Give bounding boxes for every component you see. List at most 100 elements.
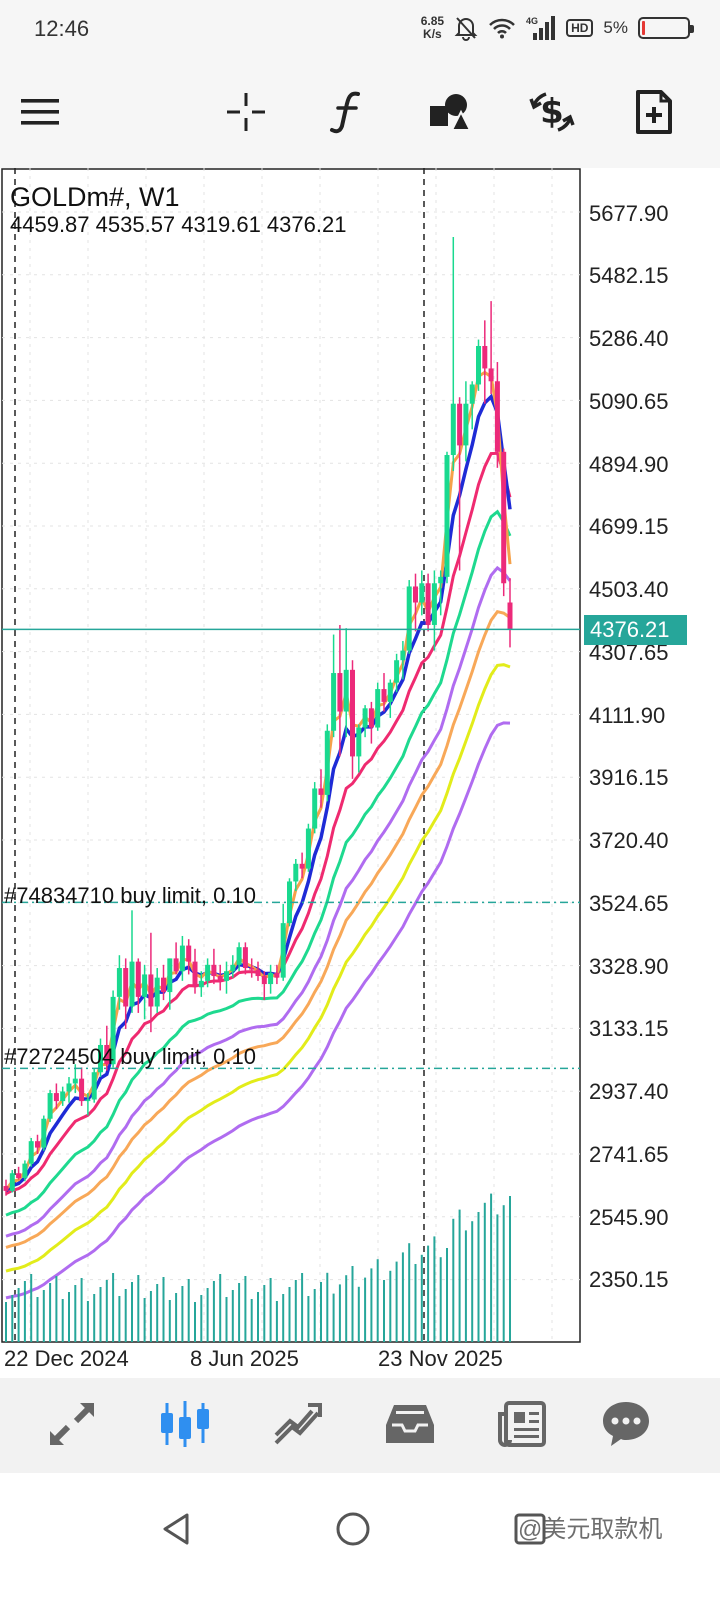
indicators-icon [330, 91, 360, 134]
candle-bull [167, 958, 173, 993]
chart-toolbar: $ [0, 56, 720, 168]
volume-bar [118, 1296, 121, 1342]
candle-bull [387, 682, 393, 702]
candle-bull [394, 660, 400, 683]
status-bar: 12:46 6.85 K/s 4G HD 5% [0, 0, 720, 56]
crosshair-button[interactable] [218, 84, 274, 140]
trade-button[interactable]: $ [524, 84, 580, 140]
back-button[interactable] [148, 1501, 204, 1557]
volume-bar [156, 1284, 159, 1342]
price-chart[interactable] [0, 168, 720, 1378]
indicators-button[interactable] [320, 84, 376, 140]
candle-bear [318, 788, 324, 795]
order-label-1[interactable]: #74834710 buy limit, 0.10 [4, 883, 256, 908]
volume-bar [433, 1236, 436, 1342]
volume-bar [477, 1212, 480, 1342]
volume-bar [509, 1196, 511, 1342]
volume-bar [137, 1275, 140, 1342]
volume-bar [17, 1288, 20, 1342]
volume-bar [408, 1243, 411, 1342]
volume-bar [181, 1286, 184, 1342]
candle-bear [299, 863, 305, 869]
volume-bar [502, 1205, 505, 1342]
volume-bar [446, 1248, 448, 1342]
volume-bar [464, 1230, 467, 1342]
candle-bull [142, 974, 148, 997]
volume-bar [93, 1294, 96, 1342]
candle-bull [22, 1163, 28, 1179]
nav-history[interactable] [378, 1394, 442, 1454]
candle-bear [274, 972, 280, 978]
new-order-button[interactable] [626, 84, 682, 140]
volume-bar [458, 1209, 461, 1342]
nav-trade[interactable] [265, 1394, 329, 1454]
candle-bull [85, 1099, 91, 1102]
volume-bar [23, 1281, 26, 1342]
candle-bull [268, 972, 274, 985]
objects-button[interactable] [422, 84, 478, 140]
home-icon [336, 1512, 370, 1546]
volume-bar [320, 1282, 322, 1342]
candle-bull [9, 1173, 15, 1191]
net-speed-value: 6.85 [420, 14, 445, 28]
chart-area[interactable]: GOLDm#, W1 4459.87 4535.57 4319.61 4376.… [0, 168, 720, 1378]
volume-bar [112, 1273, 115, 1342]
volume-bar [219, 1274, 222, 1342]
volume-bar [288, 1287, 291, 1342]
candle-bull [444, 455, 450, 577]
messages-icon [603, 1402, 649, 1446]
candle-bull [72, 1078, 78, 1084]
battery-percent: 5% [603, 18, 628, 37]
nav-messages[interactable] [594, 1394, 658, 1454]
home-button[interactable] [325, 1501, 381, 1557]
objects-icon [430, 94, 472, 131]
candle-bull [47, 1093, 53, 1119]
date-tick: 23 Nov 2025 [378, 1346, 503, 1371]
candle-bull [438, 576, 444, 584]
volume-bar [238, 1283, 241, 1342]
volume-bar [86, 1301, 89, 1342]
nav-chart[interactable] [153, 1394, 217, 1454]
back-icon [163, 1513, 189, 1545]
system-navigation: @美元取款机 [0, 1473, 720, 1600]
price-tick: 4894.90 [589, 452, 669, 477]
date-tick: 22 Dec 2024 [4, 1346, 129, 1371]
volume-bar [263, 1285, 266, 1342]
status-time: 12:46 [34, 16, 90, 41]
new-order-icon [636, 90, 672, 134]
candle-bull [400, 650, 406, 661]
candle-bull [91, 1072, 97, 1100]
price-tick: 3328.90 [589, 954, 669, 979]
menu-button[interactable] [12, 84, 68, 140]
price-tick: 5482.15 [589, 263, 669, 288]
order-label-2[interactable]: #72724504 buy limit, 0.10 [4, 1044, 256, 1069]
volume-bar [162, 1277, 165, 1342]
volume-bar [401, 1252, 404, 1342]
trade-icon [274, 1403, 322, 1445]
nav-quotes[interactable] [40, 1394, 104, 1454]
candle-bear [457, 403, 463, 446]
candle-bear [186, 945, 192, 962]
volume-bar [269, 1278, 272, 1342]
volume-bar [74, 1285, 77, 1342]
price-tick: 2350.15 [589, 1267, 669, 1292]
price-tick: 3916.15 [589, 765, 669, 790]
candle-bull [406, 586, 412, 651]
candle-bull [154, 977, 160, 1007]
candle-bear [104, 1044, 110, 1065]
volume-bar [490, 1193, 493, 1342]
recents-icon [514, 1513, 546, 1545]
candle-bull [179, 945, 185, 972]
recents-button[interactable] [502, 1501, 558, 1557]
candle-bear [337, 673, 343, 712]
volume-bar [452, 1218, 455, 1342]
ma-green-line [5, 509, 512, 1217]
volume-bar [68, 1292, 70, 1342]
volume-bar [420, 1254, 423, 1342]
volume-bar [61, 1299, 64, 1342]
news-icon [498, 1401, 546, 1447]
chart-frame [1, 168, 581, 1343]
nav-news[interactable] [490, 1394, 554, 1454]
price-tick: 3524.65 [589, 891, 669, 916]
price-tick: 3720.40 [589, 828, 669, 853]
